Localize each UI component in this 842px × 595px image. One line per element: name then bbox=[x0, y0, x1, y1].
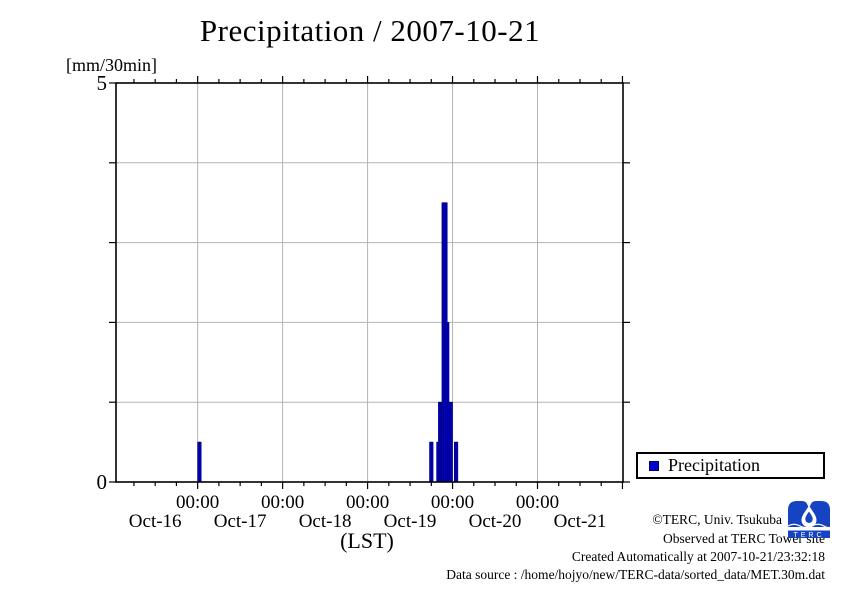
gridlines bbox=[116, 83, 623, 482]
terc-logo-text: TERC bbox=[793, 532, 824, 538]
credit-observed-site: Observed at TERC Tower site bbox=[662, 531, 825, 546]
x-day-label: Oct-18 bbox=[299, 511, 352, 532]
bars bbox=[197, 202, 459, 483]
y-axis-unit-label: [mm/30min] bbox=[66, 55, 157, 75]
y-tick-labels: 05 bbox=[97, 71, 108, 494]
axes bbox=[115, 82, 624, 483]
ticks bbox=[109, 76, 630, 489]
legend-swatch-icon bbox=[649, 460, 659, 471]
x-day-label: Oct-21 bbox=[554, 511, 607, 532]
x-time-label: 00:00 bbox=[516, 492, 559, 513]
y-tick-label: 5 bbox=[97, 71, 108, 95]
x-axis-label: (LST) bbox=[340, 528, 394, 553]
plot-border bbox=[115, 82, 624, 483]
x-time-label: 00:00 bbox=[261, 492, 304, 513]
precip-bar bbox=[455, 441, 459, 483]
credit-copyright: ©TERC, Univ. Tsukuba bbox=[652, 512, 782, 527]
credit-created-at: Created Automatically at 2007-10-21/23:3… bbox=[571, 549, 825, 564]
x-day-label: Oct-19 bbox=[384, 511, 437, 532]
x-day-label: Oct-20 bbox=[469, 511, 522, 532]
credit-data-source: Data source : /home/hojyo/new/TERC-data/… bbox=[446, 567, 825, 582]
terc-logo-icon: TERC bbox=[787, 501, 832, 538]
chart-title: Precipitation / 2007-10-21 bbox=[199, 13, 541, 48]
precip-bar bbox=[430, 441, 434, 483]
precip-bar bbox=[199, 441, 202, 483]
x-time-label: 00:00 bbox=[431, 492, 474, 513]
x-time-label: 00:00 bbox=[346, 492, 389, 513]
x-day-label: Oct-16 bbox=[129, 511, 182, 532]
y-tick-label: 0 bbox=[97, 470, 108, 494]
precip-bar bbox=[450, 401, 453, 483]
legend-label: Precipitation bbox=[668, 455, 760, 475]
x-time-label: 00:00 bbox=[176, 492, 219, 513]
legend: Precipitation bbox=[636, 452, 825, 479]
x-day-label: Oct-17 bbox=[214, 511, 267, 532]
